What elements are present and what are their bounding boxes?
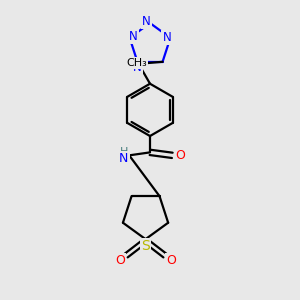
Text: O: O xyxy=(115,254,125,267)
Text: H: H xyxy=(120,147,128,157)
Text: N: N xyxy=(162,32,171,44)
Text: N: N xyxy=(119,152,128,165)
Text: N: N xyxy=(133,61,142,74)
Text: S: S xyxy=(141,239,150,253)
Text: O: O xyxy=(175,149,185,162)
Text: N: N xyxy=(129,30,138,43)
Text: O: O xyxy=(166,254,176,267)
Text: CH₃: CH₃ xyxy=(126,58,147,68)
Text: N: N xyxy=(142,15,151,28)
